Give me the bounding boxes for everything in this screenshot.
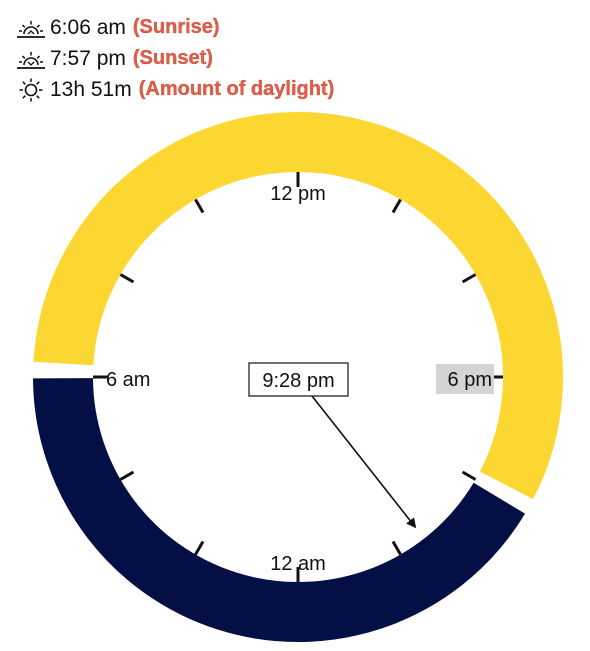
night-arc — [33, 377, 526, 642]
current-time-label: 9:28 pm — [262, 370, 334, 392]
sun-icon — [19, 78, 43, 101]
day-arc — [33, 112, 563, 500]
sunset-row: 7:57 pm (Sunset) — [16, 43, 334, 74]
hour-ticks — [93, 172, 503, 582]
hour-tick — [119, 470, 135, 481]
sun-info-panel: 6:06 am (Sunrise) 7:57 pm (Sunset) — [16, 12, 334, 105]
current-time-arrow — [311, 395, 417, 529]
label-6pm: 6 pm — [448, 369, 492, 391]
sunrise-icon — [17, 20, 45, 38]
daylight-row: 13h 51m (Amount of daylight) — [16, 74, 334, 105]
label-12am: 12 am — [270, 553, 326, 575]
daylight-duration: 13h 51m — [50, 77, 132, 101]
hour-tick — [194, 540, 205, 556]
label-6am: 6 am — [106, 369, 150, 391]
daylight-tag: (Amount of daylight) — [138, 78, 335, 100]
hour-tick — [194, 198, 205, 214]
sunrise-tag: (Sunrise) — [132, 16, 220, 38]
sunrise-row: 6:06 am (Sunrise) — [16, 12, 334, 43]
six-pm-highlight — [436, 364, 494, 394]
hour-tick — [391, 198, 402, 214]
current-time-box — [248, 362, 349, 397]
hour-tick — [119, 273, 135, 284]
sunset-time: 7:57 pm — [50, 46, 126, 70]
label-12pm: 12 pm — [270, 183, 326, 205]
hour-tick — [391, 540, 402, 556]
sunset-icon — [17, 51, 45, 69]
hour-tick — [461, 470, 477, 481]
hour-tick — [461, 273, 477, 284]
sunrise-time: 6:06 am — [50, 15, 126, 39]
sunset-tag: (Sunset) — [132, 47, 213, 69]
